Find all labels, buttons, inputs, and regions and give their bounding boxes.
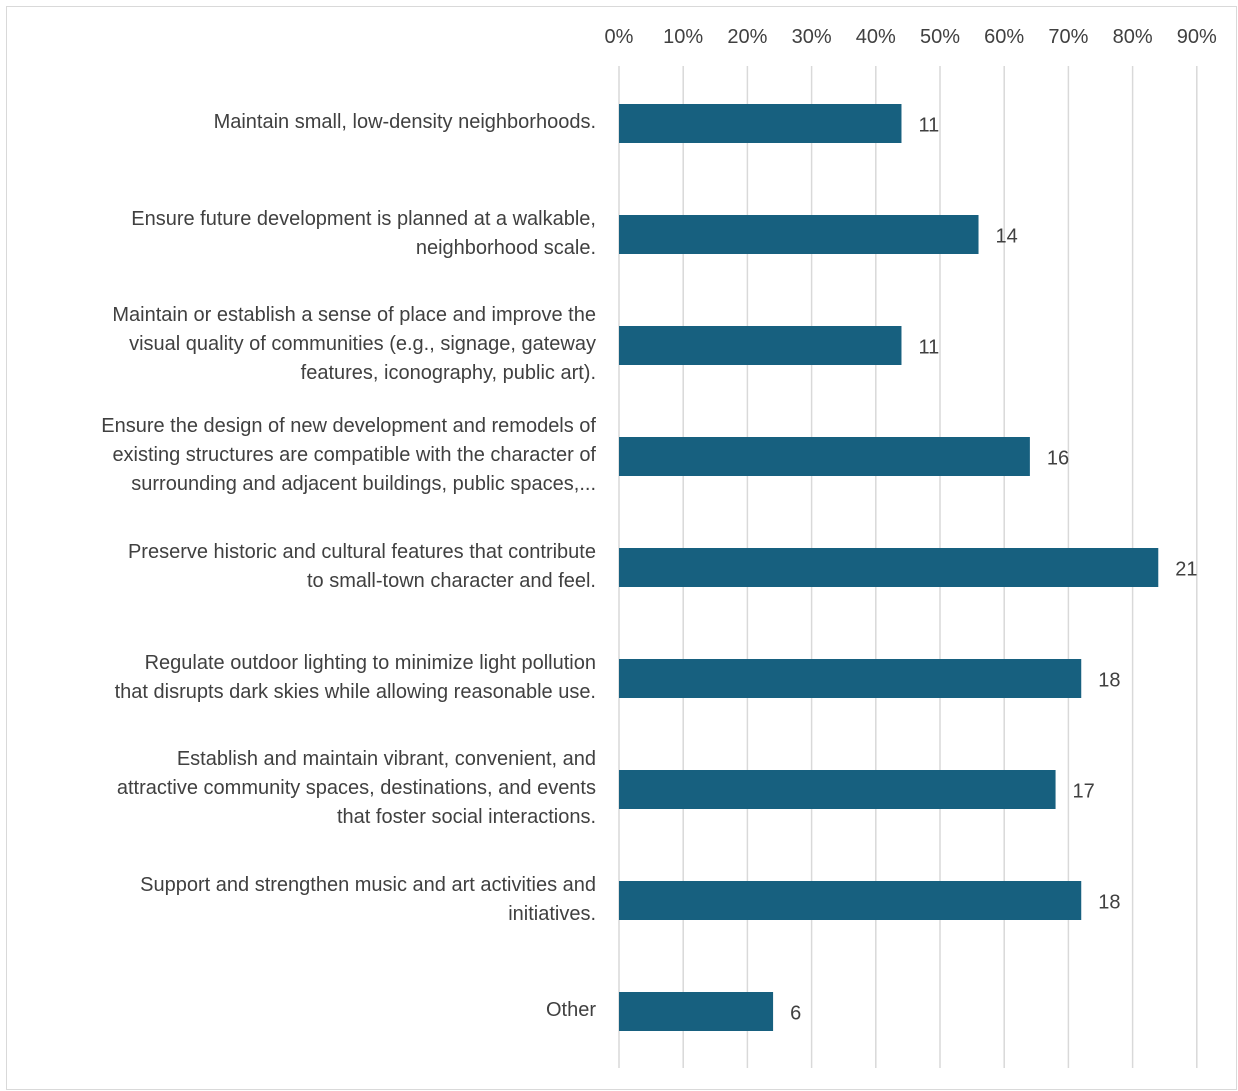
- category-label: Maintain or establish a sense of place a…: [112, 304, 596, 384]
- x-tick-label: 20%: [727, 26, 767, 48]
- data-label: 21: [1175, 559, 1197, 581]
- bar: [619, 215, 979, 254]
- data-label: 6: [790, 1003, 801, 1025]
- category-label: Ensure the design of new development and…: [101, 415, 596, 495]
- x-tick-label: 90%: [1177, 26, 1217, 48]
- bar: [619, 326, 902, 365]
- x-tick-label: 0%: [605, 26, 634, 48]
- category-label: Support and strengthen music and art act…: [140, 873, 596, 925]
- x-tick-label: 70%: [1048, 26, 1088, 48]
- bar: [619, 770, 1056, 809]
- bar: [619, 548, 1159, 587]
- category-label: Ensure future development is planned at …: [131, 207, 596, 259]
- data-label: 18: [1098, 892, 1120, 914]
- category-label: Maintain small, low-density neighborhood…: [213, 111, 596, 133]
- data-label: 17: [1073, 781, 1095, 803]
- x-tick-label: 50%: [920, 26, 960, 48]
- category-label: Preserve historic and cultural features …: [127, 540, 596, 592]
- category-label: Other: [545, 999, 596, 1021]
- bar: [619, 992, 774, 1031]
- data-label: 18: [1098, 670, 1120, 692]
- data-label: 11: [918, 337, 939, 359]
- bar: [619, 881, 1082, 920]
- bar: [619, 104, 902, 143]
- x-tick-label: 80%: [1113, 26, 1153, 48]
- x-tick-label: 30%: [792, 26, 832, 48]
- bar: [619, 659, 1082, 698]
- x-tick-label: 40%: [856, 26, 896, 48]
- x-tick-label: 10%: [663, 26, 703, 48]
- category-label: Regulate outdoor lighting to minimize li…: [114, 651, 596, 703]
- x-tick-label: 60%: [984, 26, 1024, 48]
- data-label: 16: [1047, 448, 1069, 470]
- data-label: 11: [918, 115, 939, 137]
- category-label: Establish and maintain vibrant, convenie…: [116, 748, 596, 828]
- bar: [619, 437, 1030, 476]
- data-label: 14: [996, 226, 1018, 248]
